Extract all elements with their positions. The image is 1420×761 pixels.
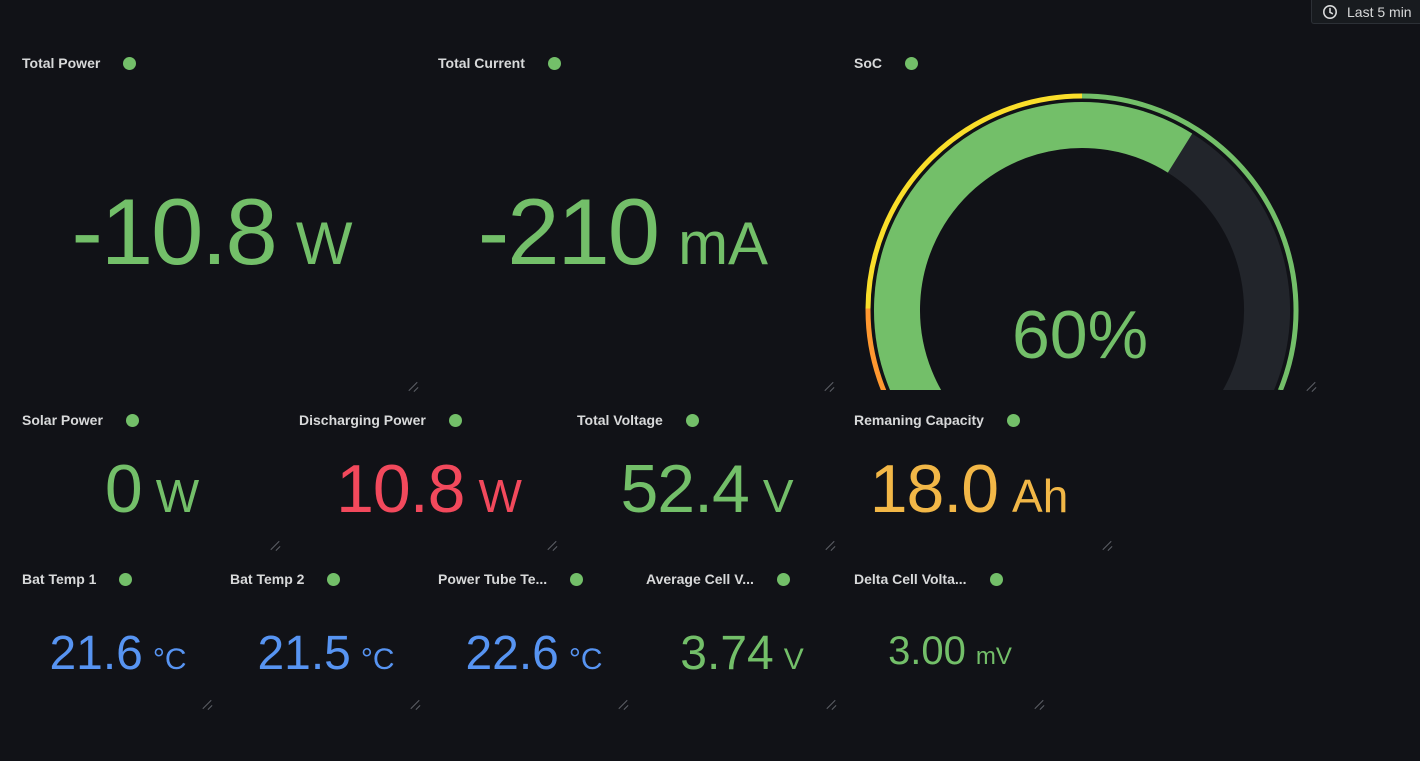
panel-solar-power[interactable]: Solar Power 0 W [22, 410, 282, 555]
status-indicator [1006, 413, 1020, 427]
status-indicator [119, 572, 133, 586]
panel-title[interactable]: Bat Temp 2 [230, 569, 341, 589]
resize-handle[interactable] [202, 699, 212, 709]
panel-total-voltage[interactable]: Total Voltage 52.4 V [577, 410, 837, 555]
stat-value: -10.8 [71, 179, 278, 284]
status-indicator [448, 413, 462, 427]
panel-title[interactable]: Power Tube Te... [438, 569, 584, 589]
panel-title[interactable]: Remaning Capacity [854, 410, 1020, 430]
stat-display: 22.6 °C [438, 626, 630, 681]
stat-unit: W [155, 470, 200, 522]
stat-unit: V [762, 470, 794, 522]
resize-handle[interactable] [1102, 540, 1112, 550]
status-indicator [547, 56, 561, 70]
stat-display: 18.0 Ah [854, 450, 1084, 528]
panel-title[interactable]: Discharging Power [299, 410, 462, 430]
resize-handle[interactable] [270, 540, 280, 550]
panel-average-cell-voltage[interactable]: Average Cell V... 3.74 V [646, 569, 838, 714]
gauge-value-text: 60% [1012, 297, 1148, 373]
panel-title[interactable]: Total Power [22, 53, 137, 73]
panel-title[interactable]: Average Cell V... [646, 569, 790, 589]
stat-value: -210 [477, 179, 660, 284]
stat-value: 10.8 [336, 451, 465, 527]
stat-display: -10.8 W [22, 178, 402, 286]
panel-bat-temp-1[interactable]: Bat Temp 1 21.6 °C [22, 569, 214, 714]
stat-unit: °C [568, 643, 603, 676]
stat-unit: °C [152, 643, 187, 676]
resize-handle[interactable] [408, 381, 418, 391]
threshold-band-yellow [865, 93, 1083, 309]
stat-value: 52.4 [620, 451, 749, 527]
stat-display: 21.5 °C [230, 626, 422, 681]
gauge-value-arc [874, 102, 1193, 390]
status-indicator [327, 572, 341, 586]
stat-value: 3.74 [680, 627, 774, 680]
stat-unit: V [783, 643, 804, 676]
stat-value: 18.0 [869, 451, 999, 527]
soc-gauge: 60% [865, 93, 1299, 390]
resize-handle[interactable] [826, 699, 836, 709]
threshold-band-green [1081, 93, 1299, 390]
panel-delta-cell-voltage[interactable]: Delta Cell Volta... 3.00 mV [854, 569, 1046, 714]
stat-display: 0 W [22, 450, 282, 528]
panel-bat-temp-2[interactable]: Bat Temp 2 21.5 °C [230, 569, 422, 714]
status-indicator [123, 56, 137, 70]
panel-remaining-capacity[interactable]: Remaning Capacity 18.0 Ah [854, 410, 1114, 555]
stat-unit: mV [975, 643, 1012, 670]
panel-title[interactable]: Delta Cell Volta... [854, 569, 1003, 589]
stat-value: 0 [104, 451, 143, 527]
stat-value: 3.00 [888, 629, 966, 673]
status-indicator [685, 413, 699, 427]
status-indicator [989, 572, 1003, 586]
panel-title[interactable]: Total Voltage [577, 410, 699, 430]
time-range-picker[interactable]: Last 5 min [1311, 0, 1420, 24]
resize-handle[interactable] [618, 699, 628, 709]
resize-handle[interactable] [410, 699, 420, 709]
panel-title[interactable]: Bat Temp 1 [22, 569, 133, 589]
panel-total-power[interactable]: Total Power -10.8 W [22, 53, 422, 393]
stat-unit: mA [678, 210, 769, 277]
stat-unit: W [295, 210, 353, 277]
status-indicator [570, 572, 584, 586]
stat-value: 22.6 [465, 627, 559, 680]
stat-unit: W [478, 470, 522, 522]
panel-discharging-power[interactable]: Discharging Power 10.8 W [299, 410, 559, 555]
panel-total-current[interactable]: Total Current -210 mA [438, 53, 838, 393]
stat-display: 3.00 mV [854, 629, 1046, 674]
stat-display: 52.4 V [577, 450, 837, 528]
clock-icon [1323, 4, 1337, 19]
panel-title[interactable]: Total Current [438, 53, 561, 73]
panel-title[interactable]: Solar Power [22, 410, 139, 430]
threshold-band-orange [865, 308, 887, 390]
resize-handle[interactable] [1034, 699, 1044, 709]
time-range-label: Last 5 min [1347, 3, 1412, 20]
panel-title[interactable]: SoC [854, 53, 918, 73]
stat-unit: Ah [1012, 470, 1069, 522]
stat-unit: °C [360, 643, 395, 676]
status-indicator [776, 572, 790, 586]
stat-value: 21.6 [49, 627, 143, 680]
status-indicator [125, 413, 139, 427]
stat-display: -210 mA [438, 178, 808, 286]
stat-display: 3.74 V [646, 626, 838, 681]
panel-soc[interactable]: SoC [854, 53, 1324, 393]
panel-power-tube-temp[interactable]: Power Tube Te... 22.6 °C [438, 569, 630, 714]
stat-value: 21.5 [257, 627, 351, 680]
stat-display: 10.8 W [299, 450, 559, 528]
resize-handle[interactable] [547, 540, 557, 550]
resize-handle[interactable] [824, 381, 834, 391]
stat-display: 21.6 °C [22, 626, 214, 681]
status-indicator [905, 56, 918, 70]
resize-handle[interactable] [825, 540, 835, 550]
